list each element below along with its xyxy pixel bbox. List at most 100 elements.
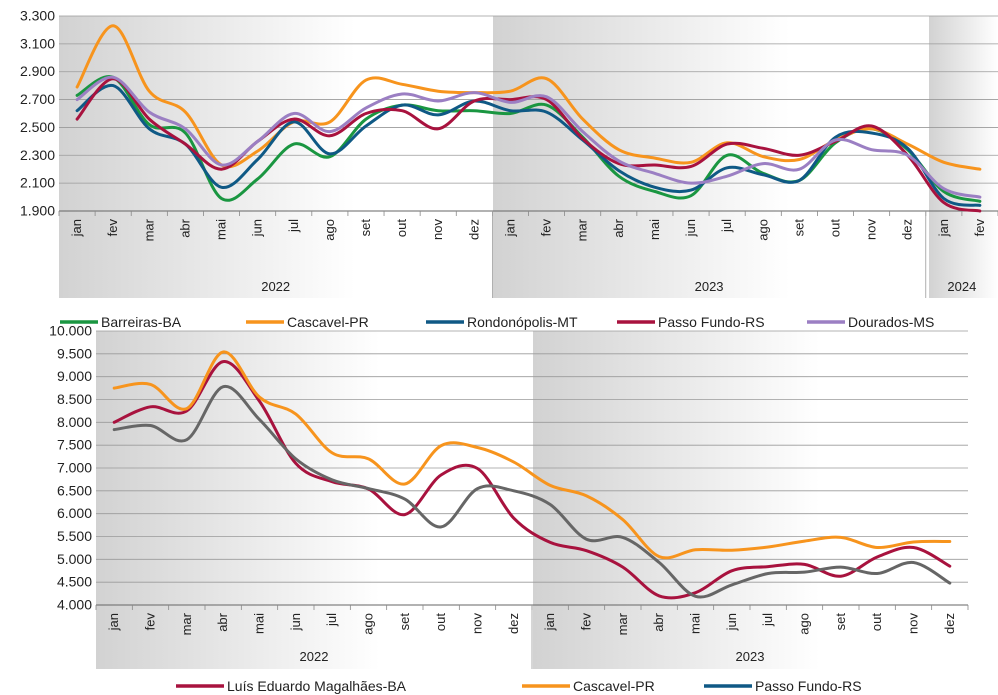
y-tick-label: 8.500 bbox=[57, 391, 92, 407]
y-tick-label: 3.300 bbox=[20, 8, 55, 24]
legend-label: Barreiras-BA bbox=[101, 314, 182, 330]
x-tick-label-jan: jan bbox=[106, 613, 121, 631]
y-tick-label: 1.900 bbox=[20, 203, 55, 219]
x-tick-label-jan: jan bbox=[502, 219, 517, 237]
x-tick-label-ago: ago bbox=[322, 219, 337, 241]
x-tick-label-mar: mar bbox=[141, 218, 156, 241]
x-tick-label-dez: dez bbox=[942, 613, 957, 634]
legend-item: Passo Fundo-RS bbox=[704, 678, 862, 694]
y-tick-label: 7.000 bbox=[57, 460, 92, 476]
shaded-band-1 bbox=[96, 331, 380, 669]
x-tick-label-dez: dez bbox=[466, 219, 481, 240]
x-tick-label-mar: mar bbox=[575, 218, 590, 241]
x-tick-label-abr: abr bbox=[215, 612, 230, 631]
x-tick-label-out: out bbox=[394, 219, 409, 237]
x-tick-label-out: out bbox=[827, 219, 842, 237]
y-tick-label: 6.000 bbox=[57, 505, 92, 521]
series-line-barreiras-ba bbox=[75, 75, 982, 203]
x-tick-label-fev: fev bbox=[143, 613, 158, 631]
legend-label: Luís Eduardo Magalhães-BA bbox=[227, 678, 407, 694]
y-tick-label: 9.000 bbox=[57, 368, 92, 384]
legend-item: Rondonópolis-MT bbox=[426, 314, 578, 330]
x-tick-label-set: set bbox=[833, 613, 848, 631]
y-tick-label: 2.100 bbox=[20, 175, 55, 191]
x-tick-label-dez: dez bbox=[900, 219, 915, 240]
shaded-band-1 bbox=[59, 16, 355, 298]
y-tick-label: 4.000 bbox=[57, 597, 92, 613]
x-tick-label-jan: jan bbox=[542, 613, 557, 631]
x-tick-label-fev: fev bbox=[539, 219, 554, 237]
x-tick-label-abr: abr bbox=[651, 612, 666, 631]
x-tick-label-jun: jun bbox=[288, 613, 303, 631]
legend-item: Passo Fundo-RS bbox=[617, 314, 765, 330]
legend-label: Passo Fundo-RS bbox=[658, 314, 765, 330]
x-tick-label-nov: nov bbox=[906, 613, 921, 634]
y-tick-label: 10.000 bbox=[49, 323, 92, 339]
x-tick-label-fev: fev bbox=[105, 219, 120, 237]
x-tick-label-abr: abr bbox=[177, 218, 192, 237]
x-tick-label-nov: nov bbox=[470, 613, 485, 634]
x-tick-label-mar: mar bbox=[615, 612, 630, 635]
x-tick-label-out: out bbox=[433, 613, 448, 631]
x-tick-label-jul: jul bbox=[324, 613, 339, 627]
x-tick-label-nov: nov bbox=[430, 219, 445, 240]
x-tick-label-fev: fev bbox=[579, 613, 594, 631]
legend-item: Dourados-MS bbox=[807, 314, 934, 330]
y-tick-label: 3.100 bbox=[20, 35, 55, 51]
x-tick-label-fev: fev bbox=[972, 219, 987, 237]
x-tick-label-nov: nov bbox=[864, 219, 879, 240]
x-tick-label-jan: jan bbox=[69, 219, 84, 237]
legend-label: Cascavel-PR bbox=[287, 314, 369, 330]
y-tick-label: 2.500 bbox=[20, 119, 55, 135]
year-label-2022: 2022 bbox=[300, 649, 329, 664]
x-tick-label-ago: ago bbox=[755, 219, 770, 241]
x-tick-label-mai: mai bbox=[647, 219, 662, 240]
legend-item: Cascavel-PR bbox=[246, 314, 369, 330]
x-tick-label-ago: ago bbox=[361, 613, 376, 635]
y-tick-label: 8.000 bbox=[57, 414, 92, 430]
shaded-band-3 bbox=[929, 16, 998, 298]
year-label-2024: 2024 bbox=[947, 279, 976, 294]
x-tick-label-dez: dez bbox=[506, 613, 521, 634]
chart-2-bottom: 4.000 4.500 5.000 5.500 6.000 6.500 7.000 7.500… bbox=[49, 323, 969, 694]
y-tick-label: 2.700 bbox=[20, 91, 55, 107]
y-tick-label: 9.500 bbox=[57, 345, 92, 361]
y-tick-label: 2.900 bbox=[20, 63, 55, 79]
legend-label: Rondonópolis-MT bbox=[467, 314, 578, 330]
chart-1-top: 1.900 2.100 2.300 2.500 2.700 2.900 3.100 3.300… bbox=[20, 8, 998, 330]
x-tick-label-abr: abr bbox=[611, 218, 626, 237]
x-tick-label-set: set bbox=[791, 219, 806, 237]
x-tick-label-jun: jun bbox=[250, 219, 265, 237]
legend-label: Passo Fundo-RS bbox=[755, 678, 862, 694]
x-tick-label-mar: mar bbox=[179, 612, 194, 635]
y-tick-label: 2.300 bbox=[20, 147, 55, 163]
x-tick-label-jun: jun bbox=[683, 219, 698, 237]
x-tick-label-mai: mai bbox=[688, 613, 703, 634]
year-label-2023: 2023 bbox=[695, 279, 724, 294]
legend-item: Luís Eduardo Magalhães-BA bbox=[176, 678, 407, 694]
x-tick-label-jan: jan bbox=[936, 219, 951, 237]
x-tick-label-mai: mai bbox=[252, 613, 267, 634]
x-tick-label-jun: jun bbox=[724, 613, 739, 631]
year-label-2022: 2022 bbox=[261, 279, 290, 294]
series-line-dourados-ms bbox=[75, 75, 982, 199]
x-tick-label-jul: jul bbox=[286, 219, 301, 233]
legend-label: Cascavel-PR bbox=[573, 678, 655, 694]
x-tick-label-jul: jul bbox=[760, 613, 775, 627]
legend-label: Dourados-MS bbox=[848, 314, 934, 330]
y-tick-label: 7.500 bbox=[57, 437, 92, 453]
x-tick-label-ago: ago bbox=[797, 613, 812, 635]
legend-item: Barreiras-BA bbox=[60, 314, 182, 330]
y-tick-label: 5.500 bbox=[57, 528, 92, 544]
series-line-cascavel-pr bbox=[112, 350, 952, 560]
y-tick-label: 6.500 bbox=[57, 482, 92, 498]
x-tick-label-set: set bbox=[397, 613, 412, 631]
x-tick-label-jul: jul bbox=[719, 219, 734, 233]
y-tick-label: 4.500 bbox=[57, 574, 92, 590]
shaded-band-2 bbox=[533, 331, 820, 669]
legend-item: Cascavel-PR bbox=[522, 678, 655, 694]
y-tick-label: 5.000 bbox=[57, 551, 92, 567]
x-tick-label-mai: mai bbox=[214, 219, 229, 240]
x-tick-label-set: set bbox=[358, 219, 373, 237]
